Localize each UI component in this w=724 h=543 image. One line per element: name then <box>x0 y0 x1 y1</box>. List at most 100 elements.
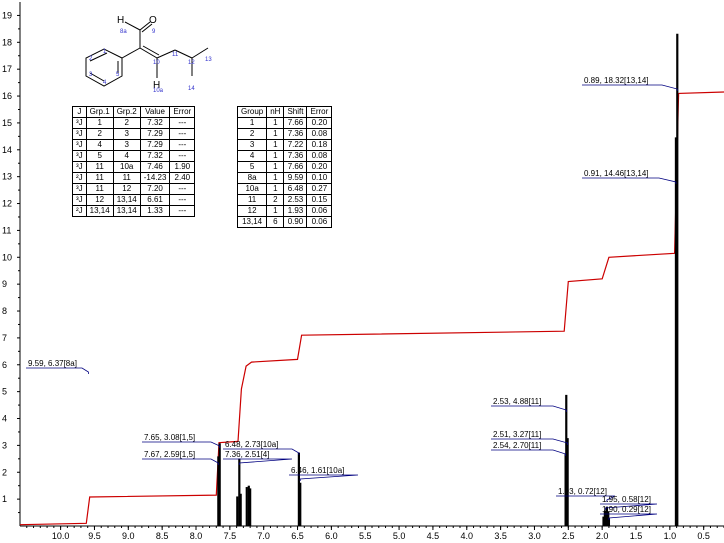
coupling-table-row-cell: -14.23 <box>139 172 171 184</box>
coupling-table-row-cell: 4 <box>85 139 114 151</box>
x-tick-label: 4.5 <box>427 531 440 541</box>
shift-table-row-cell: 7.66 <box>283 117 308 129</box>
shift-table-row-cell: 1 <box>266 172 285 184</box>
shift-header-cell: Error <box>306 106 333 118</box>
coupling-table-row-cell: 11 <box>85 161 114 173</box>
atom-number-4: 4 <box>103 80 107 86</box>
peak-annotation-leader <box>582 84 678 91</box>
coupling-table-row-cell: 13,14 <box>112 205 141 217</box>
peak-annotation-leader <box>556 495 616 502</box>
shift-table-row: 1 1 7.66 0.20 <box>236 117 333 129</box>
x-tick-label: 6.0 <box>325 531 338 541</box>
coupling-table-row-cell: 11 <box>85 183 114 195</box>
hydrogen-10a-atom-label: H <box>153 80 160 91</box>
shift-table-row: 8a 1 9.59 0.10 <box>236 172 333 184</box>
y-tick-label: 4 <box>2 414 7 424</box>
coupling-table-row-cell: --- <box>169 139 196 151</box>
y-tick-label: 5 <box>2 387 7 397</box>
peak-annotation-leader <box>600 513 658 520</box>
atom-number-11: 11 <box>172 52 179 58</box>
shift-table-row-cell: 2 <box>236 128 268 140</box>
peak-annotation-leader <box>491 438 568 445</box>
shift-table-row-cell: 0.90 <box>283 216 308 228</box>
shift-table-row-cell: 8a <box>236 172 268 184</box>
shift-table-row-cell: 1 <box>266 117 285 129</box>
coupling-header-cell: Grp.1 <box>85 106 114 118</box>
atom-number-12: 12 <box>188 60 195 66</box>
y-tick-label: 19 <box>2 10 12 20</box>
x-tick-label: 5.0 <box>393 531 406 541</box>
coupling-header-cell: Value <box>139 106 171 118</box>
shift-table-row-cell: 9.59 <box>283 172 308 184</box>
coupling-table-row-cell: ³J <box>72 194 87 206</box>
annotations-layer: 9.59, 6.37[8a] 7.65, 3.08[1,5] 7.67, 2.59[… <box>26 76 678 520</box>
oxygen-atom-label: O <box>149 15 157 26</box>
shift-table-row-cell: 1 <box>236 117 268 129</box>
y-tick-label: 9 <box>2 279 7 289</box>
peak-annotation-leader <box>289 474 359 481</box>
shift-table-row-cell: 7.36 <box>283 128 308 140</box>
coupling-table-row-cell: ³J <box>72 117 87 129</box>
shift-header-cell: nH <box>266 106 285 118</box>
coupling-table-row-cell: --- <box>169 150 196 162</box>
shift-table-row-cell: 12 <box>236 205 268 217</box>
shift-table-row-cell: 1 <box>266 161 285 173</box>
y-tick-label: 14 <box>2 145 12 155</box>
coupling-table-row-cell: 6.61 <box>139 194 171 206</box>
coupling-header-cell: J <box>72 106 87 118</box>
shift-header-cell: Shift <box>283 106 308 118</box>
y-tick-label: 12 <box>2 199 12 209</box>
shift-table-row-cell: 0.08 <box>306 128 333 140</box>
y-tick-label: 2 <box>2 467 7 477</box>
y-tick-label: 3 <box>2 440 7 450</box>
atom-number-10: 10 <box>153 60 160 66</box>
coupling-table-row-cell: --- <box>169 183 196 195</box>
shift-table-row-cell: 7.66 <box>283 161 308 173</box>
atom-number-9: 9 <box>152 29 156 35</box>
x-tick-label: 6.5 <box>291 531 304 541</box>
coupling-table-row-cell: 2 <box>85 128 114 140</box>
peak-annotation-label: 6.48, 2.73[10a] <box>225 440 278 449</box>
coupling-table-row: ³J 12 13,14 6.61 --- <box>72 194 196 206</box>
coupling-table-row: ³J 11 10a 7.46 1.90 <box>72 161 196 173</box>
coupling-table-row-cell: ³J <box>72 139 87 151</box>
y-tick-label: 16 <box>2 91 12 101</box>
x-tick-label: 8.0 <box>190 531 203 541</box>
coupling-table-row-cell: 11 <box>85 172 114 184</box>
y-tick-label: 18 <box>2 37 12 47</box>
shift-table-row-cell: 1 <box>266 128 285 140</box>
shift-table-row-cell: 0.20 <box>306 161 333 173</box>
coupling-table-row-cell: ³J <box>72 161 87 173</box>
coupling-table-row-cell: 12 <box>112 183 141 195</box>
shift-table-row: 2 1 7.36 0.08 <box>236 128 333 140</box>
y-tick-label: 8 <box>2 306 7 316</box>
shift-table-row: 5 1 7.66 0.20 <box>236 161 333 173</box>
shift-table-row-cell: 6 <box>266 216 285 228</box>
shift-table-row-cell: 1 <box>266 183 285 195</box>
coupling-table-row: ³J 5 4 7.32 --- <box>72 150 196 162</box>
coupling-table-row: ³J 4 3 7.29 --- <box>72 139 196 151</box>
peaks-layer <box>217 33 679 526</box>
x-tick-label: 7.5 <box>224 531 237 541</box>
atom-number-14: 14 <box>188 86 195 92</box>
peak-annotation-label: 0.89, 18.32[13,14] <box>584 76 649 85</box>
coupling-table-row-cell: 13,14 <box>112 194 141 206</box>
x-tick-label: 2.0 <box>596 531 609 541</box>
coupling-table-row-cell: 5 <box>85 150 114 162</box>
coupling-table-row: ³J 1 2 7.32 --- <box>72 117 196 129</box>
coupling-table-row-cell: ³J <box>72 150 87 162</box>
peak-annotation-leader <box>223 448 300 455</box>
x-tick-label: 2.5 <box>562 531 575 541</box>
coupling-table-row-cell: 1 <box>85 117 114 129</box>
shift-table-row: 12 1 1.93 0.06 <box>236 205 333 217</box>
peak-annotation-leader <box>600 503 658 510</box>
shift-table-row-cell: 7.36 <box>283 150 308 162</box>
shift-table-row-cell: 2.53 <box>283 194 308 206</box>
coupling-table-row-cell: 2 <box>112 117 141 129</box>
peak-annotation-label: 7.65, 3.08[1,5] <box>144 433 195 442</box>
integral-curve-layer <box>19 91 724 526</box>
coupling-table-row-cell: 7.32 <box>139 117 171 129</box>
coupling-table-row-cell: ³J <box>72 183 87 195</box>
coupling-table-row-cell: 13,14 <box>85 205 114 217</box>
